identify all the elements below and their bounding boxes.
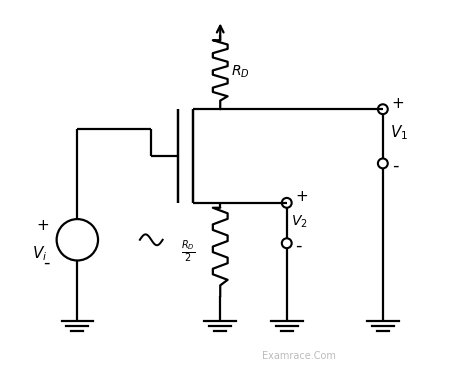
Text: -: - — [295, 237, 302, 255]
Text: $V_i$: $V_i$ — [33, 244, 48, 263]
Text: +: + — [295, 190, 308, 205]
Text: $\frac{R_D}{2}$: $\frac{R_D}{2}$ — [181, 239, 195, 265]
Text: -: - — [392, 157, 398, 175]
Text: $V_2$: $V_2$ — [291, 214, 307, 230]
Text: +: + — [392, 96, 405, 111]
Text: +: + — [36, 218, 49, 232]
Text: $V_1$: $V_1$ — [389, 123, 408, 142]
Text: $R_D$: $R_D$ — [231, 64, 250, 80]
Text: -: - — [43, 254, 49, 272]
Text: Examrace.Com: Examrace.Com — [262, 350, 336, 360]
